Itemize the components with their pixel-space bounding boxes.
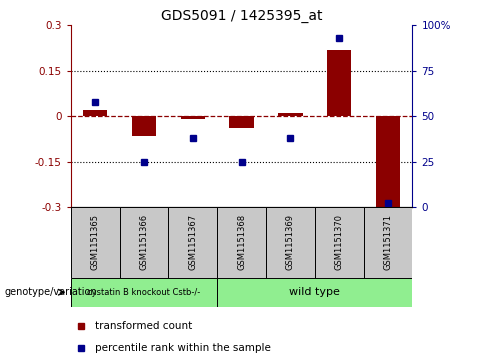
Bar xyxy=(120,207,168,278)
Text: wild type: wild type xyxy=(289,287,340,297)
Text: genotype/variation: genotype/variation xyxy=(5,287,98,297)
Text: GSM1151370: GSM1151370 xyxy=(335,214,344,270)
Bar xyxy=(278,113,303,116)
Bar xyxy=(168,207,217,278)
Bar xyxy=(376,116,400,207)
Bar xyxy=(71,207,120,278)
Text: GSM1151369: GSM1151369 xyxy=(286,214,295,270)
Title: GDS5091 / 1425395_at: GDS5091 / 1425395_at xyxy=(161,9,322,23)
Text: percentile rank within the sample: percentile rank within the sample xyxy=(95,343,270,352)
Text: GSM1151365: GSM1151365 xyxy=(91,214,100,270)
Bar xyxy=(132,116,156,136)
Text: GSM1151368: GSM1151368 xyxy=(237,214,246,270)
Text: cystatin B knockout Cstb-/-: cystatin B knockout Cstb-/- xyxy=(87,288,201,297)
Bar xyxy=(229,116,254,128)
Bar xyxy=(266,207,315,278)
Text: GSM1151371: GSM1151371 xyxy=(384,214,392,270)
Text: GSM1151366: GSM1151366 xyxy=(140,214,148,270)
Bar xyxy=(315,207,364,278)
Text: transformed count: transformed count xyxy=(95,321,192,331)
Bar xyxy=(83,110,107,116)
Text: GSM1151367: GSM1151367 xyxy=(188,214,197,270)
Bar xyxy=(181,116,205,119)
Bar xyxy=(364,207,412,278)
Bar xyxy=(217,278,412,307)
Bar xyxy=(217,207,266,278)
Bar xyxy=(327,50,351,116)
Bar xyxy=(71,278,217,307)
